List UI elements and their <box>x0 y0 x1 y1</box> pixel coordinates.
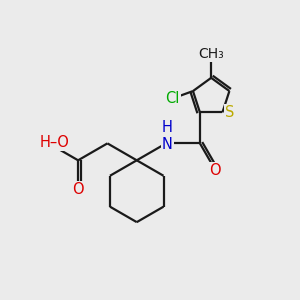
Text: O: O <box>210 163 221 178</box>
Text: O: O <box>72 182 84 197</box>
Text: CH₃: CH₃ <box>198 47 224 61</box>
Text: S: S <box>225 105 235 120</box>
Text: H–O: H–O <box>39 135 69 150</box>
Text: H
N: H N <box>162 120 173 152</box>
Text: Cl: Cl <box>165 91 179 106</box>
